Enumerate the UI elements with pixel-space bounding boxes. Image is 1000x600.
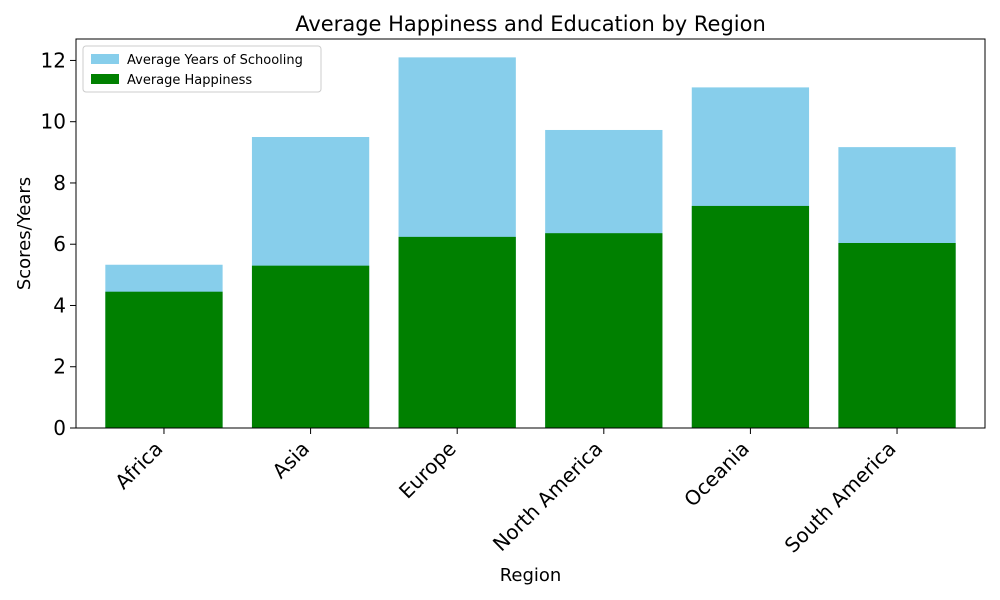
x-axis-ticks: Africa Asia Europe North America Oceania Sout… bbox=[110, 428, 901, 558]
legend-label: Average Happiness bbox=[127, 73, 252, 88]
y-tick-label: 10 bbox=[41, 110, 66, 134]
y-axis-ticks: 0 2 4 6 8 10 12 bbox=[41, 48, 76, 440]
x-tick-label: Asia bbox=[268, 437, 315, 484]
legend-frame bbox=[82, 45, 322, 93]
legend-swatch bbox=[91, 54, 119, 64]
x-axis-label: Region bbox=[500, 565, 562, 586]
bar-happiness-asia bbox=[251, 265, 370, 428]
x-tick-label: Oceania bbox=[679, 437, 754, 512]
y-tick-label: 4 bbox=[53, 293, 66, 317]
legend-swatch bbox=[91, 74, 119, 84]
legend: Average Years of Schooling Average Happin… bbox=[82, 45, 322, 93]
y-axis-label: Scores/Years bbox=[14, 177, 35, 290]
bar-happiness-africa bbox=[105, 291, 223, 428]
y-tick-label: 6 bbox=[53, 232, 66, 256]
bar-happiness-oceania bbox=[691, 205, 810, 428]
x-tick-label: North America bbox=[488, 437, 607, 556]
bar-happiness-europe bbox=[398, 236, 516, 428]
axes-layer bbox=[75, 38, 986, 429]
x-tick-label: Europe bbox=[394, 437, 461, 504]
x-tick-label: South America bbox=[780, 437, 901, 558]
y-tick-label: 0 bbox=[53, 416, 66, 440]
y-tick-label: 8 bbox=[53, 171, 66, 195]
chart-title: Average Happiness and Education by Regio… bbox=[295, 12, 766, 36]
bar-happiness-south-america bbox=[838, 242, 956, 428]
legend-label: Average Years of Schooling bbox=[127, 53, 303, 68]
y-tick-label: 2 bbox=[53, 355, 66, 379]
bars-layer bbox=[105, 57, 956, 429]
bar-happiness-north-america bbox=[545, 233, 663, 428]
x-tick-label: Africa bbox=[110, 437, 167, 494]
plot-area-frame bbox=[75, 38, 986, 429]
y-tick-label: 12 bbox=[41, 48, 66, 72]
